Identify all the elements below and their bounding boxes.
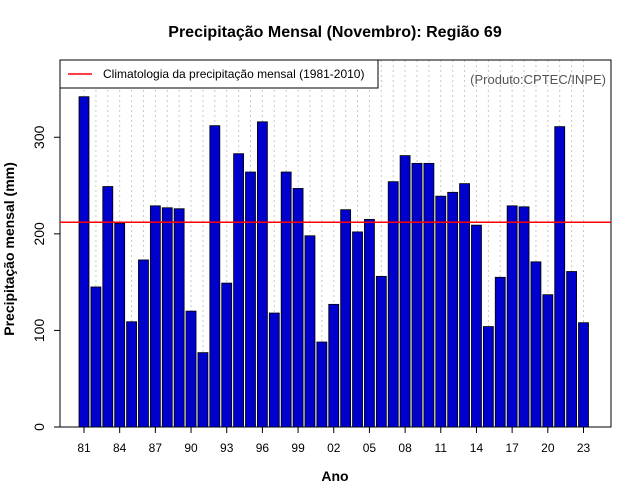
source-credit: (Produto:CPTEC/INPE)	[470, 72, 606, 87]
bar-1982	[90, 286, 102, 428]
x-tick-label-14: 14	[470, 441, 484, 455]
bar-2000	[304, 235, 316, 428]
legend-box	[59, 59, 379, 89]
bar-1986	[138, 259, 149, 428]
bar-2020	[542, 294, 554, 428]
bar-2004	[352, 231, 363, 428]
legend-label-climatology: Climatologia da precipitação mensal (198…	[103, 67, 364, 81]
bar-series	[78, 96, 589, 428]
chart-title: Precipitação Mensal (Novembro): Região 6…	[168, 24, 502, 41]
bar-1985	[126, 321, 137, 428]
y-axis-title: Precipitação mensal (mm)	[1, 162, 17, 336]
x-tick-label-08: 08	[398, 441, 412, 455]
bar-1999	[292, 188, 304, 428]
bar-2008	[399, 155, 411, 428]
x-tick-label-23: 23	[577, 441, 591, 455]
y-tick-label-300: 300	[31, 125, 47, 149]
bar-2009	[411, 162, 423, 428]
x-tick-label-05: 05	[363, 441, 377, 455]
bar-2012	[447, 191, 459, 428]
bar-2021	[554, 126, 566, 428]
bar-1987	[149, 205, 161, 428]
bar-2006	[375, 275, 387, 428]
y-tick-label-100: 100	[31, 319, 47, 343]
bar-2013	[459, 183, 470, 428]
y-axis: 0 100 200 300	[31, 125, 60, 431]
bar-1991	[197, 352, 209, 428]
bar-1990	[185, 310, 197, 428]
x-tick-label-20: 20	[541, 441, 555, 455]
bar-2015	[482, 326, 494, 428]
bar-1998	[280, 171, 292, 428]
bar-2001	[316, 341, 328, 428]
bar-1983	[102, 186, 114, 428]
x-tick-label-93: 93	[220, 441, 234, 455]
bar-2017	[506, 205, 518, 428]
bar-2014	[471, 224, 482, 428]
x-tick-label-84: 84	[113, 441, 127, 455]
bar-1997	[268, 312, 280, 428]
x-tick-label-02: 02	[327, 441, 341, 455]
x-tick-label-81: 81	[77, 441, 91, 455]
bar-2005	[364, 218, 375, 428]
x-tick-label-11: 11	[435, 441, 448, 455]
bar-2002	[328, 303, 340, 428]
bar-2019	[530, 261, 542, 428]
bar-1984	[114, 222, 126, 428]
x-tick-label-17: 17	[505, 441, 519, 455]
x-tick-label-96: 96	[256, 441, 270, 455]
bar-2016	[494, 276, 506, 428]
bar-1994	[233, 153, 245, 428]
y-tick-label-0: 0	[31, 423, 47, 431]
bar-2010	[423, 162, 435, 428]
bar-2023	[578, 322, 589, 428]
bar-2007	[387, 181, 399, 428]
bar-2003	[340, 209, 352, 428]
x-axis: 81 84 87 90 93 96 99 02 05 08 11 14 17 20 23	[77, 427, 590, 455]
y-tick-label-200: 200	[31, 222, 47, 246]
bar-1981	[78, 96, 90, 428]
bar-1996	[256, 121, 268, 428]
bar-2022	[566, 271, 577, 428]
bar-1995	[245, 171, 256, 428]
bar-1993	[221, 282, 233, 428]
bar-2018	[518, 206, 530, 428]
x-axis-title: Ano	[321, 468, 348, 484]
bar-1992	[209, 125, 221, 428]
legend: Climatologia da precipitação mensal (198…	[59, 59, 379, 89]
x-tick-label-99: 99	[291, 441, 305, 455]
x-tick-label-87: 87	[149, 441, 163, 455]
bar-2011	[435, 195, 447, 428]
bar-1988	[161, 207, 173, 428]
x-tick-label-90: 90	[184, 441, 198, 455]
bar-1989	[173, 208, 185, 428]
